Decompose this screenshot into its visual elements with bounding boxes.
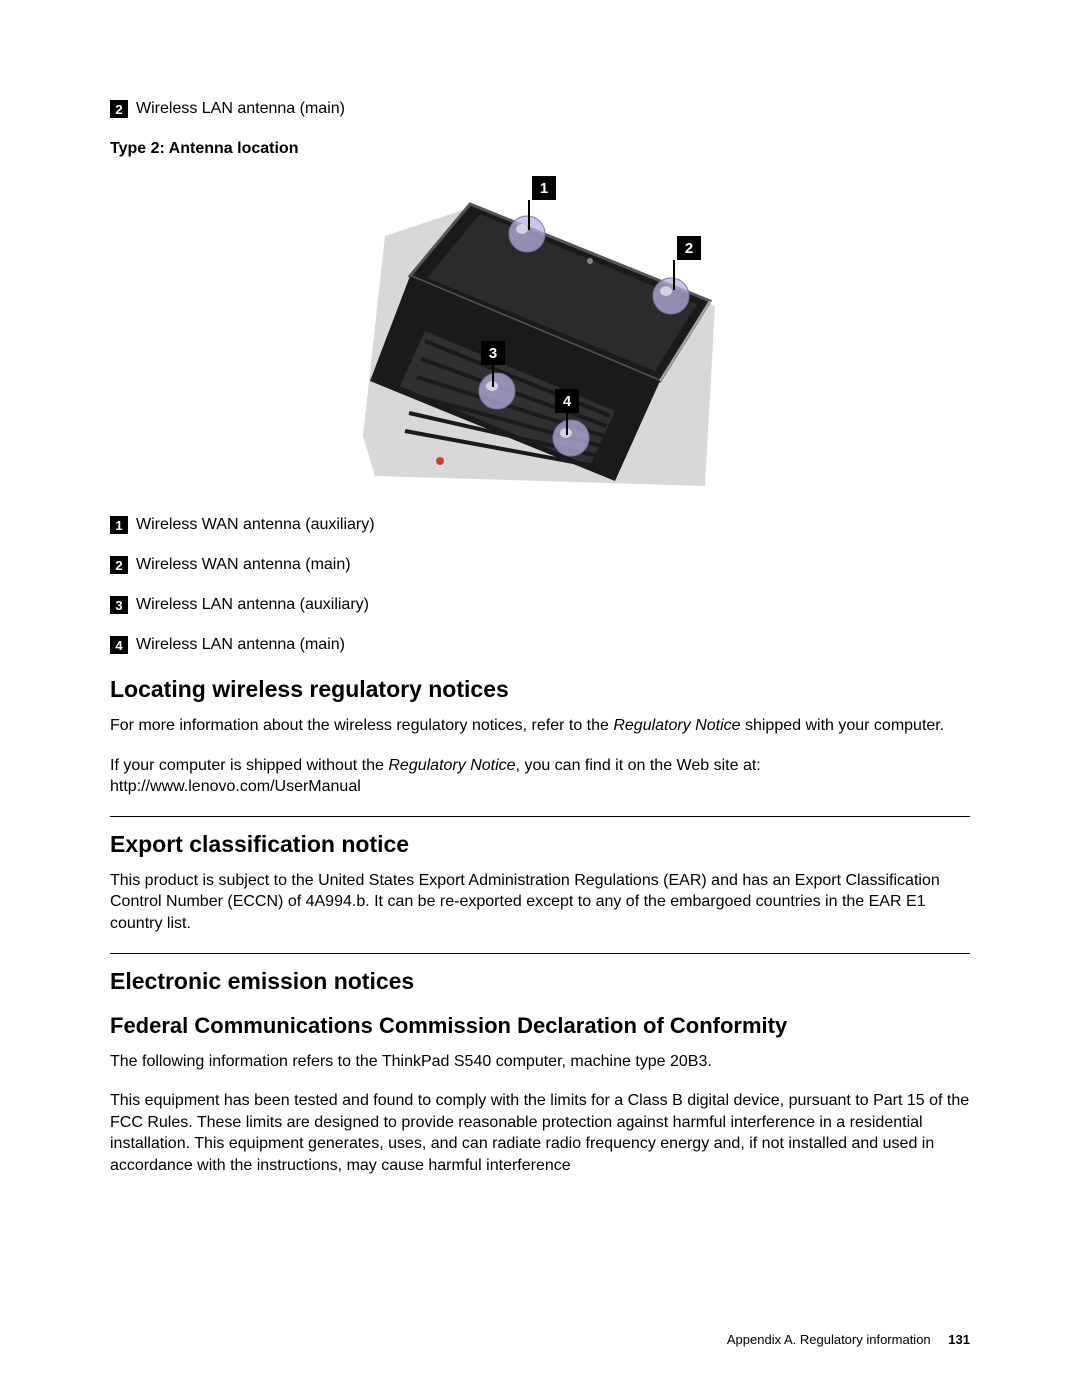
- section-fcc-title: Federal Communications Commission Declar…: [110, 1013, 970, 1039]
- manual-url: http://www.lenovo.com/UserManual: [110, 778, 361, 795]
- sec3-p2: This equipment has been tested and found…: [110, 1090, 970, 1176]
- num-box: 1: [110, 516, 128, 534]
- antenna-item-top: 2 Wireless LAN antenna (main): [110, 100, 970, 118]
- section-export-title: Export classification notice: [110, 831, 970, 858]
- antenna-label: Wireless LAN antenna (main): [136, 636, 345, 654]
- antenna-label: Wireless LAN antenna (main): [136, 100, 345, 118]
- page-number: 131: [948, 1332, 970, 1347]
- antenna-item: 4 Wireless LAN antenna (main): [110, 636, 970, 654]
- text: If your computer is shipped without the: [110, 757, 388, 774]
- footer-text: Appendix A. Regulatory information: [727, 1332, 931, 1347]
- sec2-p1: This product is subject to the United St…: [110, 870, 970, 935]
- text: , you can find it on the Web site at:: [516, 757, 761, 774]
- num-box: 3: [110, 596, 128, 614]
- section-locating-title: Locating wireless regulatory notices: [110, 676, 970, 703]
- callout-box: 2: [677, 236, 701, 260]
- antenna-label: Wireless LAN antenna (auxiliary): [136, 596, 369, 614]
- divider: [110, 816, 970, 817]
- sec3-p1: The following information refers to the …: [110, 1051, 970, 1073]
- antenna-item: 1 Wireless WAN antenna (auxiliary): [110, 516, 970, 534]
- callout-line: [566, 413, 568, 435]
- sec1-p2: If your computer is shipped without the …: [110, 755, 970, 798]
- page-footer: Appendix A. Regulatory information 131: [727, 1332, 970, 1347]
- text: For more information about the wireless …: [110, 717, 613, 734]
- divider: [110, 953, 970, 954]
- callout-box: 3: [481, 341, 505, 365]
- sec1-p1: For more information about the wireless …: [110, 715, 970, 737]
- type2-heading: Type 2: Antenna location: [110, 140, 970, 158]
- callout-line: [528, 200, 530, 230]
- antenna-label: Wireless WAN antenna (main): [136, 556, 351, 574]
- antenna-label: Wireless WAN antenna (auxiliary): [136, 516, 375, 534]
- section-emission-title: Electronic emission notices: [110, 968, 970, 995]
- regulatory-notice-italic: Regulatory Notice: [613, 717, 740, 734]
- callout-box: 4: [555, 389, 579, 413]
- num-box: 4: [110, 636, 128, 654]
- callout-line: [673, 260, 675, 290]
- antenna-item: 2 Wireless WAN antenna (main): [110, 556, 970, 574]
- num-box: 2: [110, 556, 128, 574]
- antenna-item: 3 Wireless LAN antenna (auxiliary): [110, 596, 970, 614]
- callout-box: 1: [532, 176, 556, 200]
- num-box: 2: [110, 100, 128, 118]
- antenna-diagram: 1 2 3 4: [355, 176, 725, 496]
- text: shipped with your computer.: [741, 717, 945, 734]
- callout-line: [492, 365, 494, 387]
- regulatory-notice-italic: Regulatory Notice: [388, 757, 515, 774]
- laptop-illustration: [355, 176, 725, 496]
